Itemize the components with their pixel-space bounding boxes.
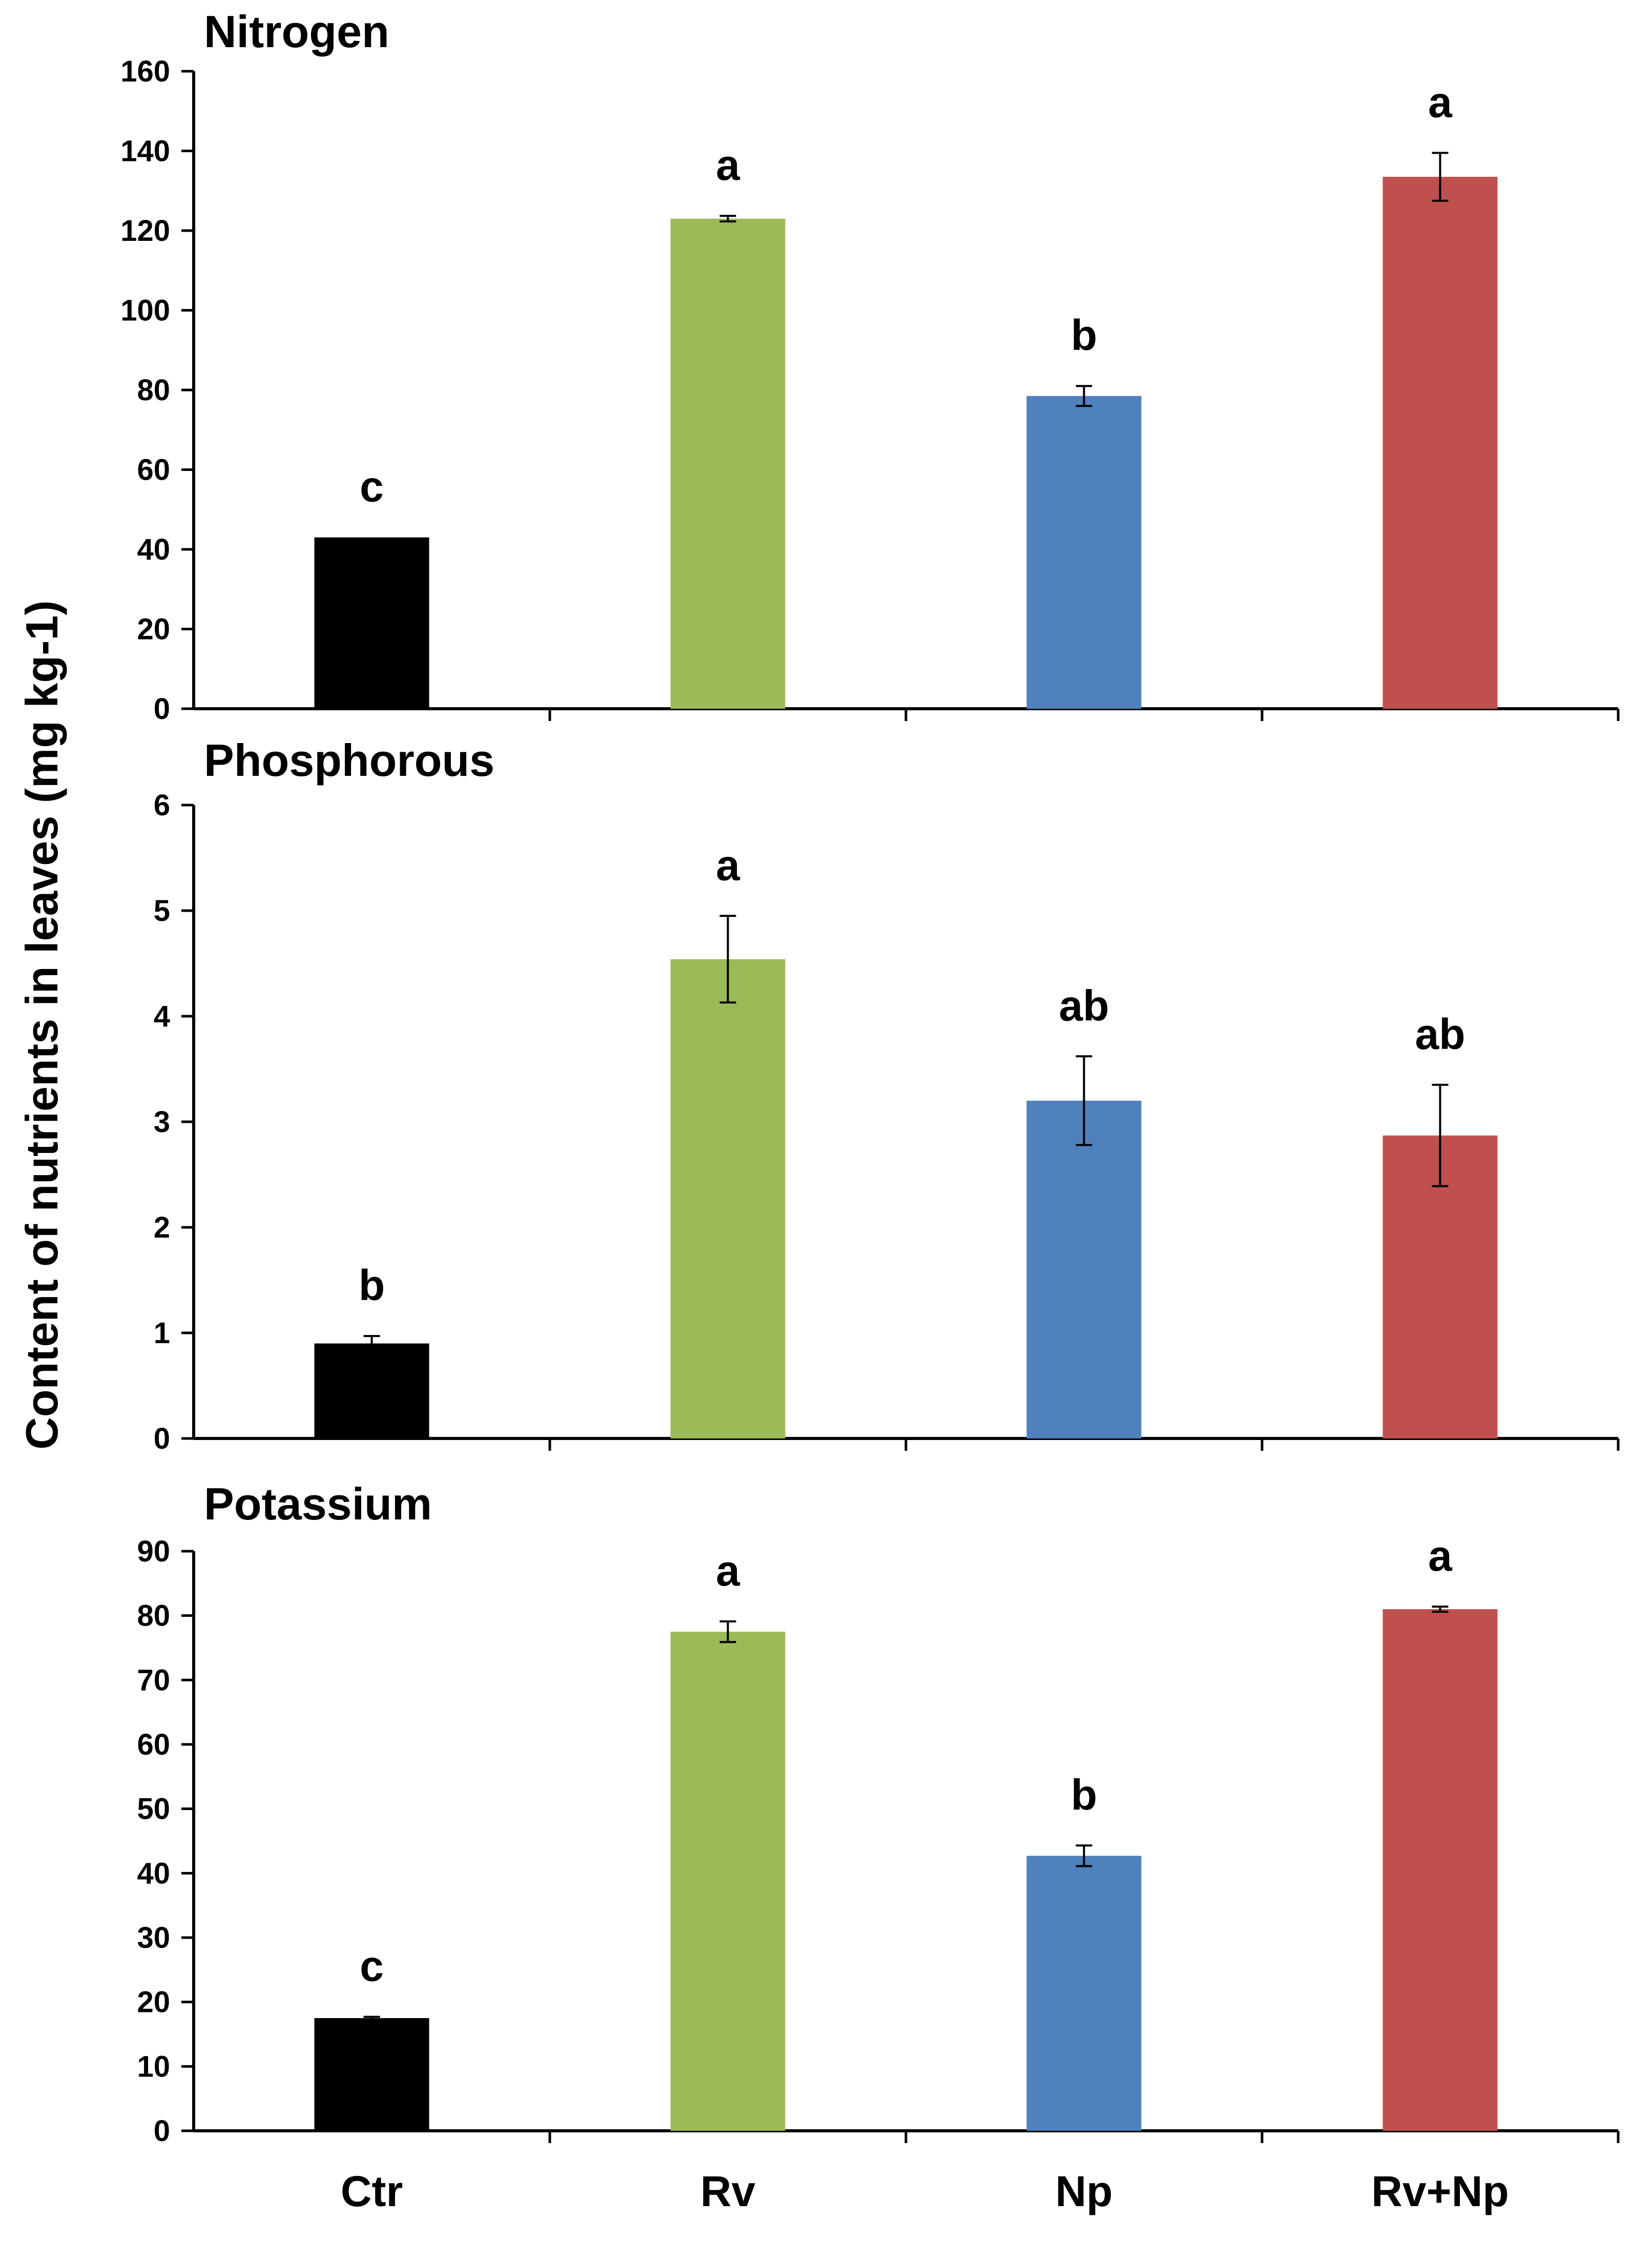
y-tick-label: 100 bbox=[120, 294, 170, 327]
y-tick-label: 3 bbox=[154, 1105, 170, 1139]
error-bar-rv bbox=[719, 1620, 736, 1643]
panel-potassium: Potassium 0 10 20 30 40 50 60 70 80 90 c a b a bbox=[137, 1478, 1620, 2148]
error-bar-np bbox=[1076, 385, 1092, 407]
y-tick-label: 160 bbox=[120, 55, 170, 88]
bar-rv bbox=[670, 218, 786, 709]
panel-title: Nitrogen bbox=[204, 6, 389, 57]
y-tick-label: 40 bbox=[137, 533, 170, 566]
bar-np bbox=[1026, 396, 1142, 709]
significance-label-np: b bbox=[1071, 311, 1097, 359]
error-bar-rv bbox=[719, 215, 736, 223]
y-tick-label: 2 bbox=[154, 1211, 170, 1244]
significance-label-rv: a bbox=[716, 841, 740, 889]
y-tick-label: 60 bbox=[137, 1728, 170, 1761]
error-bar-ctr bbox=[363, 2015, 380, 2021]
category-label-np: Np bbox=[1056, 2167, 1113, 2215]
panel-phosphorous: Phosphorous 0 1 2 3 4 5 6 b a ab ab bbox=[154, 735, 1620, 1455]
y-tick-label: 1 bbox=[154, 1317, 170, 1350]
significance-label-ctr: b bbox=[359, 1261, 385, 1309]
y-tick-label: 4 bbox=[154, 1000, 170, 1033]
error-bar-rv-np bbox=[1432, 1606, 1449, 1613]
panel-title: Phosphorous bbox=[204, 735, 494, 786]
y-tick-label: 0 bbox=[154, 1422, 170, 1455]
error-bar-rv bbox=[719, 915, 736, 1004]
significance-label-np: b bbox=[1071, 1771, 1097, 1819]
significance-label-ctr: c bbox=[360, 463, 384, 511]
bar-rv bbox=[670, 1632, 786, 2131]
panel-title: Potassium bbox=[204, 1478, 432, 1529]
bar-rv-np bbox=[1382, 177, 1498, 709]
bar-rv bbox=[670, 959, 786, 1438]
y-tick-label: 90 bbox=[137, 1535, 170, 1568]
y-tick-label: 80 bbox=[137, 374, 170, 407]
y-tick-label: 80 bbox=[137, 1599, 170, 1633]
significance-label-rv-np: a bbox=[1428, 78, 1453, 126]
significance-label-rv-np: ab bbox=[1415, 1010, 1465, 1058]
y-tick-label: 60 bbox=[137, 454, 170, 487]
significance-label-np: ab bbox=[1059, 981, 1109, 1030]
y-tick-label: 120 bbox=[120, 214, 170, 248]
y-tick-label: 20 bbox=[137, 613, 170, 646]
shared-y-axis-label: Content of nutrients in leaves (mg kg-1) bbox=[16, 600, 67, 1449]
bar-ctr bbox=[314, 2018, 429, 2131]
category-labels: Ctr Rv Np Rv+Np bbox=[341, 2167, 1509, 2215]
significance-label-ctr: c bbox=[360, 1942, 384, 1990]
category-label-rv-np: Rv+Np bbox=[1371, 2167, 1509, 2215]
error-bar-rv-np bbox=[1432, 1083, 1449, 1187]
bar-ctr bbox=[314, 1343, 429, 1438]
error-bar-np bbox=[1076, 1055, 1092, 1146]
y-tick-label: 0 bbox=[154, 2114, 170, 2148]
y-tick-label: 70 bbox=[137, 1663, 170, 1697]
category-label-rv: Rv bbox=[700, 2167, 756, 2215]
y-tick-label: 40 bbox=[137, 1857, 170, 1890]
bar-rv-np bbox=[1382, 1609, 1498, 2131]
bar-np bbox=[1026, 1100, 1142, 1438]
y-tick-label: 10 bbox=[137, 2050, 170, 2083]
y-tick-label: 30 bbox=[137, 1921, 170, 1955]
y-tick-label: 5 bbox=[154, 894, 170, 928]
y-tick-label: 0 bbox=[154, 692, 170, 726]
significance-label-rv-np: a bbox=[1428, 1532, 1453, 1580]
significance-label-rv: a bbox=[716, 141, 740, 189]
error-bar-ctr bbox=[363, 1335, 380, 1352]
y-tick-label: 140 bbox=[120, 135, 170, 168]
category-label-ctr: Ctr bbox=[341, 2167, 403, 2215]
error-bar-rv-np bbox=[1432, 152, 1449, 202]
y-tick-label: 50 bbox=[137, 1793, 170, 1826]
panel-nitrogen: Nitrogen 0 20 40 60 80 100 120 140 160 c a b a bbox=[120, 6, 1620, 726]
y-tick-label: 6 bbox=[154, 789, 170, 822]
bar-np bbox=[1026, 1856, 1142, 2131]
error-bar-np bbox=[1076, 1844, 1092, 1867]
significance-label-rv: a bbox=[716, 1547, 740, 1595]
bar-ctr bbox=[314, 537, 429, 709]
y-tick-label: 20 bbox=[137, 1986, 170, 2019]
